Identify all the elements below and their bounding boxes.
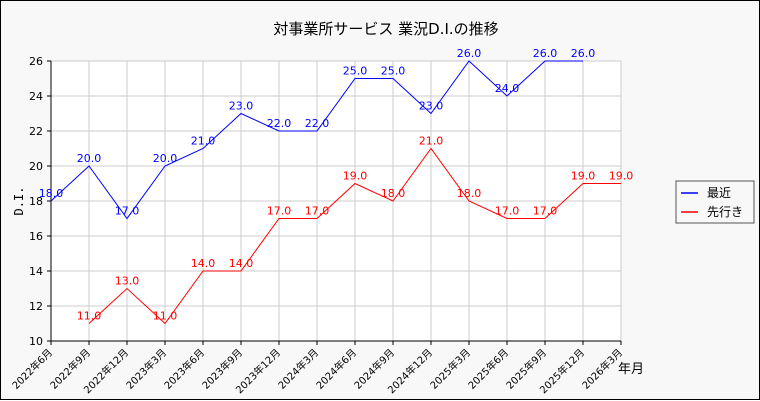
data-label: 23.0 (419, 100, 444, 113)
legend-label: 先行き (707, 205, 743, 219)
y-axis-label: D.I. (12, 187, 26, 216)
data-label: 19.0 (343, 170, 368, 183)
series-line-1 (88, 147, 621, 325)
data-label: 23.0 (229, 100, 254, 113)
legend-label: 最近 (707, 186, 731, 200)
data-label: 11.0 (153, 310, 178, 323)
data-label: 17.0 (305, 205, 330, 218)
data-label: 17.0 (115, 205, 140, 218)
data-label: 26.0 (457, 47, 482, 60)
data-label: 22.0 (267, 117, 292, 130)
data-label: 14.0 (229, 257, 254, 270)
y-tick-label: 16 (29, 230, 43, 243)
data-label: 18.0 (39, 187, 64, 200)
data-label: 26.0 (571, 47, 596, 60)
data-label: 25.0 (381, 65, 406, 78)
y-tick-label: 18 (29, 195, 43, 208)
chart-title: 対事業所サービス 業況D.I.の推移 (273, 20, 498, 38)
data-label: 26.0 (533, 47, 558, 60)
data-label: 21.0 (419, 135, 444, 148)
y-tick-label: 10 (29, 335, 43, 348)
data-label: 25.0 (343, 65, 368, 78)
y-tick-label: 20 (29, 160, 43, 173)
data-label: 19.0 (571, 170, 596, 183)
y-tick-label: 22 (29, 125, 43, 138)
y-tick-label: 14 (29, 265, 43, 278)
legend-box (675, 180, 755, 224)
x-axis-label: 年月 (618, 362, 644, 377)
data-label: 18.0 (381, 187, 406, 200)
data-label: 21.0 (191, 135, 216, 148)
data-label: 22.0 (305, 117, 330, 130)
data-label: 20.0 (153, 152, 178, 165)
series-line-0 (50, 60, 583, 220)
data-label: 11.0 (77, 310, 102, 323)
data-label: 18.0 (457, 187, 482, 200)
data-label: 17.0 (533, 205, 558, 218)
data-label: 14.0 (191, 257, 216, 270)
y-tick-label: 26 (29, 55, 43, 68)
data-label: 19.0 (609, 170, 634, 183)
data-label: 17.0 (267, 205, 292, 218)
data-label: 17.0 (495, 205, 520, 218)
data-label: 20.0 (77, 152, 102, 165)
y-tick-label: 12 (29, 300, 43, 313)
y-tick-label: 24 (29, 90, 43, 103)
data-label: 24.0 (495, 82, 520, 95)
data-label: 13.0 (115, 275, 140, 288)
